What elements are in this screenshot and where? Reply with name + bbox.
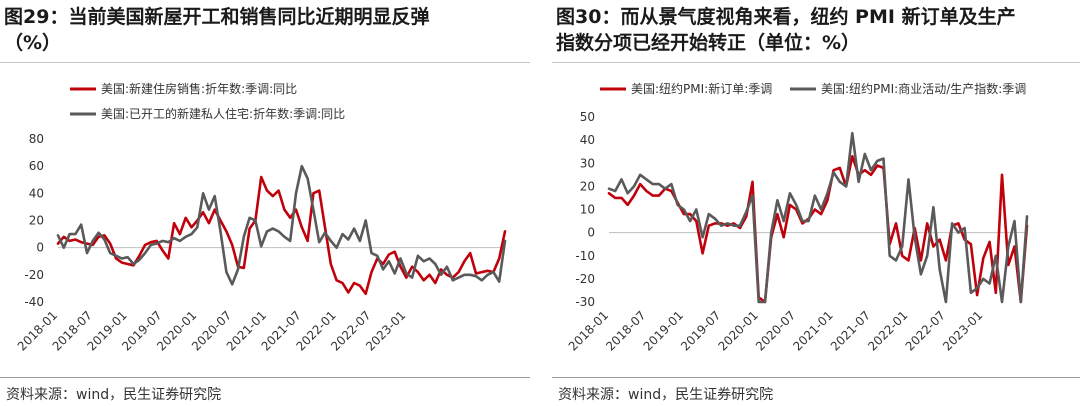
left-top-divider <box>0 62 530 63</box>
y-tick-label: -10 <box>575 249 595 263</box>
right-chart-title-line2: 指数分项已经开始转正（单位：%） <box>556 32 861 54</box>
right-line-chart: -30-20-10010203040502018-012018-072019-0… <box>566 81 1029 354</box>
y-tick-label: 50 <box>580 110 595 124</box>
y-tick-label: 40 <box>29 186 44 200</box>
right-chart-panel: 图30：而从景气度视角来看，纽约 PMI 新订单及生产 指数分项已经开始转正（单… <box>552 0 1080 406</box>
y-tick-label: 80 <box>29 132 44 146</box>
right-top-divider <box>552 62 1080 63</box>
left-chart-title-line2: （%） <box>4 32 62 54</box>
series-line-2 <box>607 131 1029 304</box>
legend-label-1: 美国:纽约PMI:新订单:季调 <box>631 81 772 96</box>
x-tick-label: 2020-01 <box>715 308 760 353</box>
left-source-note: 资料来源：wind，民生证券研究院 <box>6 387 222 403</box>
x-tick-label: 2022-01 <box>865 308 910 353</box>
y-tick-label: 0 <box>587 226 595 240</box>
x-tick-label: 2023-01 <box>940 308 985 353</box>
y-tick-label: 40 <box>580 133 595 147</box>
left-chart-panel: 图29：当前美国新屋开工和销售同比近期明显反弹 （%） -40 -20 0 20 40 6… <box>0 0 530 406</box>
right-chart-title-line1: 图30：而从景气度视角来看，纽约 PMI 新订单及生产 <box>556 6 1016 28</box>
x-tick-label: 2019-01 <box>641 308 686 353</box>
y-tick-label: -40 <box>24 295 44 309</box>
y-tick-label: 20 <box>29 214 44 228</box>
legend-label-1: 美国:新建住房销售:折年数:季调:同比 <box>101 81 297 96</box>
y-tick-label: 30 <box>580 156 595 170</box>
left-line-chart: -40-200204060802018-012018-072019-012019… <box>15 81 507 354</box>
right-chart-title: 图30：而从景气度视角来看，纽约 PMI 新订单及生产 指数分项已经开始转正（单… <box>556 4 1076 56</box>
left-bottom-divider <box>0 377 530 378</box>
y-tick-label: 20 <box>580 179 595 193</box>
y-tick-label: 60 <box>29 159 44 173</box>
left-chart-title-line1: 图29：当前美国新屋开工和销售同比近期明显反弹 <box>4 6 430 28</box>
x-tick-label: 2020-07 <box>753 308 798 353</box>
x-tick-label: 2019-07 <box>678 308 723 353</box>
right-bottom-divider <box>552 377 1080 378</box>
y-tick-label: 0 <box>36 241 44 255</box>
y-tick-label: -20 <box>575 272 595 286</box>
right-source-note: 资料来源：wind，民生证券研究院 <box>558 387 774 403</box>
y-tick-label: 10 <box>580 203 595 217</box>
legend-label-2: 美国:已开工的新建私人住宅:折年数:季调:同比 <box>101 106 345 121</box>
x-tick-label: 2021-01 <box>790 308 835 353</box>
x-tick-label: 2021-07 <box>828 308 873 353</box>
x-tick-label: 2018-07 <box>603 308 648 353</box>
left-chart-title: 图29：当前美国新屋开工和销售同比近期明显反弹 （%） <box>4 4 524 56</box>
x-tick-label: 2018-01 <box>566 308 611 353</box>
series-line-2 <box>56 164 507 286</box>
y-tick-label: -20 <box>24 268 44 282</box>
series-line-1 <box>56 175 507 296</box>
y-tick-label: -30 <box>575 295 595 309</box>
legend-label-2: 美国:纽约PMI:商业活动/生产指数:季调 <box>821 81 1026 96</box>
x-tick-label: 2022-07 <box>903 308 948 353</box>
